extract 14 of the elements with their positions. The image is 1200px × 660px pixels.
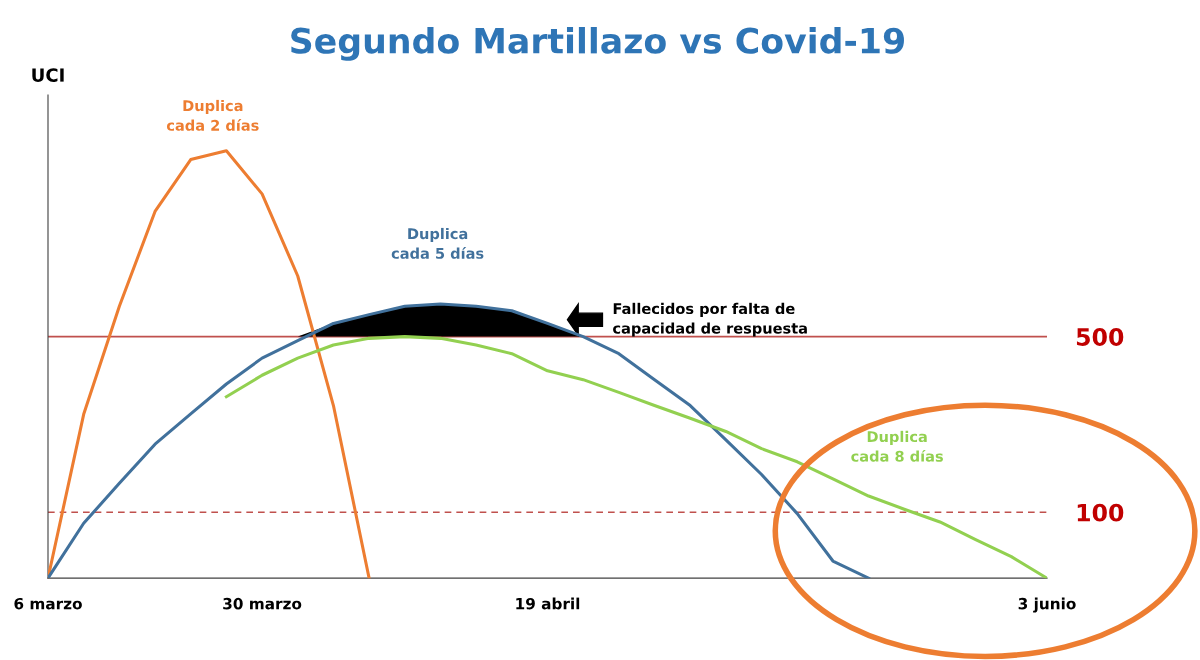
annotation: Duplica cada 8 días bbox=[851, 430, 943, 462]
chart-title: Segundo Martillazo vs Covid-19 bbox=[291, 26, 904, 61]
line-series bbox=[224, 335, 1047, 579]
x-tick-label: 3 junio bbox=[1018, 597, 1076, 613]
annotation: Duplica cada 2 días bbox=[166, 99, 259, 131]
y-axis-title: UCI bbox=[32, 68, 64, 82]
y-tick-label: 100 bbox=[1077, 503, 1124, 522]
x-tick-label: 19 abril bbox=[516, 597, 580, 610]
x-tick-label: 6 marzo bbox=[14, 597, 82, 610]
annotation: Fallecidos por falta de capacidad de respuesta bbox=[613, 302, 807, 337]
x-tick-label: 30 marzo bbox=[223, 597, 302, 610]
line-series bbox=[48, 149, 371, 579]
y-tick-label: 500 bbox=[1076, 328, 1124, 346]
annotation: Duplica cada 5 días bbox=[391, 227, 484, 259]
